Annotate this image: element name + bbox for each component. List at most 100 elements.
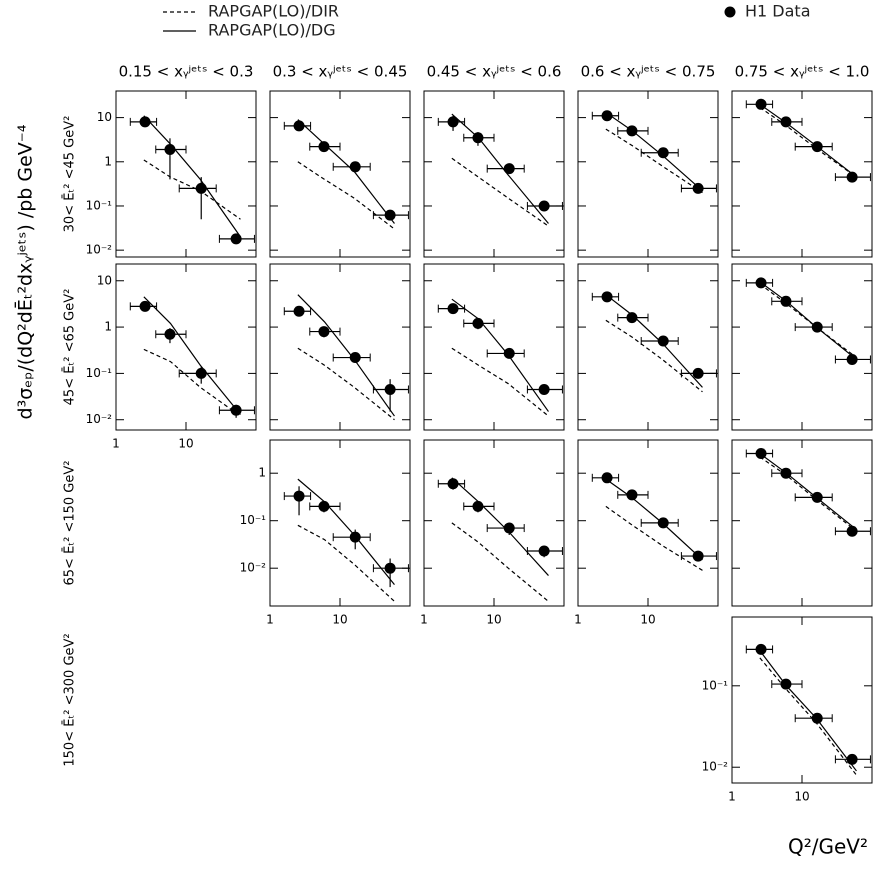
model-curve-dir [451, 347, 549, 417]
data-point [538, 200, 550, 212]
x-tick-label: 1 [420, 613, 428, 627]
model-curve-dir [759, 283, 857, 359]
data-point [230, 404, 242, 416]
model-curve-dir [759, 106, 857, 178]
data-point [318, 326, 330, 338]
column-title: 0.3 < xᵧʲᵉᵗˢ < 0.45 [273, 63, 408, 81]
row-label: 45< Ēₜ² <65 GeV² [63, 289, 78, 406]
model-curve-dir [143, 159, 241, 220]
data-point [472, 132, 484, 144]
panel [731, 90, 873, 258]
legend-swatch [724, 6, 736, 18]
x-tick-label: 1 [266, 613, 274, 627]
data-point [692, 367, 704, 379]
data-point [657, 517, 669, 529]
panel-frame [269, 439, 411, 607]
panel-frame [423, 439, 565, 607]
panel: 1 10 [574, 439, 719, 627]
panel-frame [731, 263, 873, 431]
y-tick-label: 10⁻¹ [86, 366, 113, 380]
data-point [164, 143, 176, 155]
data-point [230, 233, 242, 245]
data-point [811, 491, 823, 503]
data-point [846, 353, 858, 365]
data-point [384, 383, 396, 395]
data-point [846, 171, 858, 183]
column-title: 0.6 < xᵧʲᵉᵗˢ < 0.75 [581, 63, 716, 81]
data-point [780, 295, 792, 307]
data-point [195, 182, 207, 194]
panel: 10⁻² 10⁻¹ 1 10 [702, 616, 873, 804]
y-tick-label: 10⁻² [240, 561, 267, 575]
x-tick-label: 1 [112, 437, 120, 451]
data-point [503, 522, 515, 534]
data-point [139, 116, 151, 128]
data-point [601, 110, 613, 122]
y-tick-label: 1 [258, 466, 266, 480]
data-point [626, 489, 638, 501]
model-curve-dir [605, 505, 703, 571]
data-point [657, 335, 669, 347]
data-point [384, 209, 396, 221]
data-point [755, 277, 767, 289]
panel: 1 10 [420, 439, 565, 627]
row-label: 65< Ēₜ² <150 GeV² [63, 461, 78, 586]
model-curve-dir [605, 128, 703, 194]
model-curve-dg [759, 650, 857, 772]
data-point [472, 500, 484, 512]
panel-frame [269, 263, 411, 431]
data-point [601, 291, 613, 303]
data-point [349, 531, 361, 543]
row-label: 30< Ēₜ² <45 GeV² [63, 116, 78, 233]
model-curve-dir [759, 657, 857, 776]
legend-label: RAPGAP(LO)/DIR [208, 2, 339, 21]
model-curve-dg [451, 298, 549, 412]
data-point [755, 98, 767, 110]
model-curve-dg [605, 112, 703, 192]
panel [269, 263, 411, 431]
data-point [755, 643, 767, 655]
model-curve-dir [143, 348, 241, 417]
model-curve-dir [451, 157, 549, 227]
panel: 10⁻² 10⁻¹ 1 10 [86, 90, 257, 258]
data-point [811, 321, 823, 333]
data-point [846, 525, 858, 537]
data-point [538, 545, 550, 557]
panel-frame [269, 90, 411, 258]
panel [731, 263, 873, 431]
model-curve-dg [143, 115, 241, 238]
model-curve-dg [297, 119, 395, 224]
panel-frame [731, 439, 873, 607]
x-axis-label: Q²/GeV² [788, 835, 868, 859]
model-curve-dir [297, 347, 395, 421]
data-point [538, 383, 550, 395]
data-point [692, 182, 704, 194]
x-tick-label: 10 [640, 613, 655, 627]
data-point [349, 352, 361, 364]
panel [577, 263, 719, 431]
legend-label: RAPGAP(LO)/DG [208, 21, 336, 40]
panel-frame [115, 90, 257, 258]
column-title: 0.75 < xᵧʲᵉᵗˢ < 1.0 [735, 63, 870, 81]
x-tick-label: 10 [486, 613, 501, 627]
panel [269, 90, 411, 258]
model-curve-dir [759, 456, 857, 532]
data-point [780, 116, 792, 128]
panel [577, 90, 719, 258]
panel: 10⁻² 10⁻¹ 1 10 1 10 [86, 263, 257, 451]
column-title: 0.15 < xᵧʲᵉᵗˢ < 0.3 [119, 63, 254, 81]
legend-label: H1 Data [745, 2, 811, 21]
model-curve-dg [451, 477, 549, 576]
data-point [626, 312, 638, 324]
model-curve-dg [297, 294, 395, 417]
data-point [811, 712, 823, 724]
y-axis-label: d³σₑₚ/(dQ²dĒₜ²dxᵧʲᵉᵗˢ) /pb GeV⁻⁴ [13, 124, 37, 419]
data-point [692, 550, 704, 562]
data-point [293, 490, 305, 502]
model-curve-dg [605, 294, 703, 388]
data-point [293, 120, 305, 132]
model-curve-dir [297, 524, 395, 602]
y-tick-label: 10 [97, 110, 112, 124]
x-tick-label: 10 [794, 790, 809, 804]
